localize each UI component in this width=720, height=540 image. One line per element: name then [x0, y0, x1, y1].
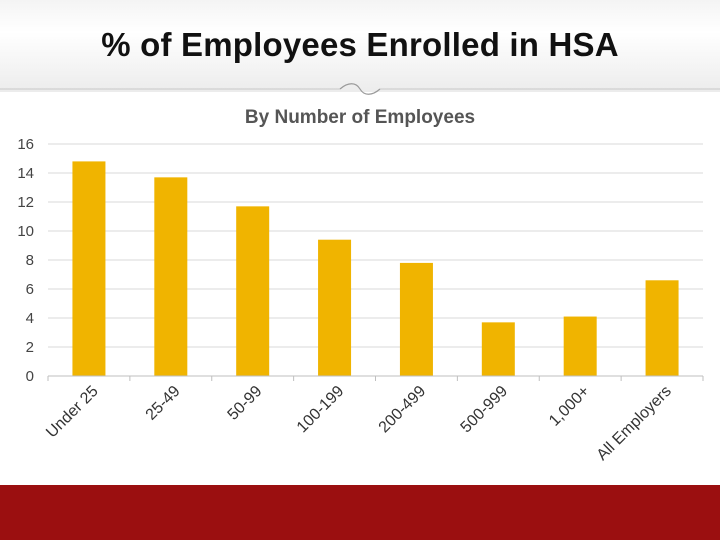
bar	[318, 239, 352, 376]
category-label: 500-999	[458, 383, 512, 437]
y-tick-label: 6	[26, 281, 34, 298]
bar	[399, 262, 433, 376]
axes	[47, 375, 704, 381]
y-tick-label: 16	[17, 136, 34, 153]
slide-header	[0, 0, 720, 92]
y-tick-label: 2	[26, 339, 34, 356]
category-label: 25-49	[143, 383, 184, 424]
y-tick-label: 10	[17, 223, 34, 240]
y-tick-labels: 0 2 4 6 8 10 12 14 16	[17, 136, 34, 385]
y-tick-label: 8	[26, 252, 34, 269]
category-label: 100-199	[294, 383, 348, 437]
y-tick-label: 12	[17, 194, 34, 211]
bar-chart: By Number of Employees 0 2 4 6 8 10 12 14 16 Und…	[17, 107, 704, 464]
category-labels: Under 25 25-49 50-99 100-199 200-499 500-999 1…	[43, 383, 675, 464]
chart-title: By Number of Employees	[245, 107, 475, 128]
category-label: All Employers	[594, 383, 675, 464]
gridlines	[48, 143, 703, 348]
slide-title: % of Employees Enrolled in HSA	[101, 26, 619, 63]
bars	[72, 161, 679, 376]
y-tick-label: 14	[17, 165, 34, 182]
bar	[154, 177, 188, 376]
bar	[72, 161, 106, 376]
bar	[645, 280, 679, 376]
category-label: 200-499	[376, 383, 430, 437]
bar	[236, 206, 270, 376]
category-label: Under 25	[43, 383, 102, 442]
bar	[481, 322, 515, 376]
title-divider-ornament	[0, 83, 720, 95]
y-tick-label: 4	[26, 310, 34, 327]
category-label: 1,000+	[546, 383, 593, 430]
y-tick-label: 0	[26, 368, 34, 385]
category-label: 50-99	[225, 383, 266, 424]
bar	[563, 316, 597, 376]
footer-band	[0, 485, 720, 540]
